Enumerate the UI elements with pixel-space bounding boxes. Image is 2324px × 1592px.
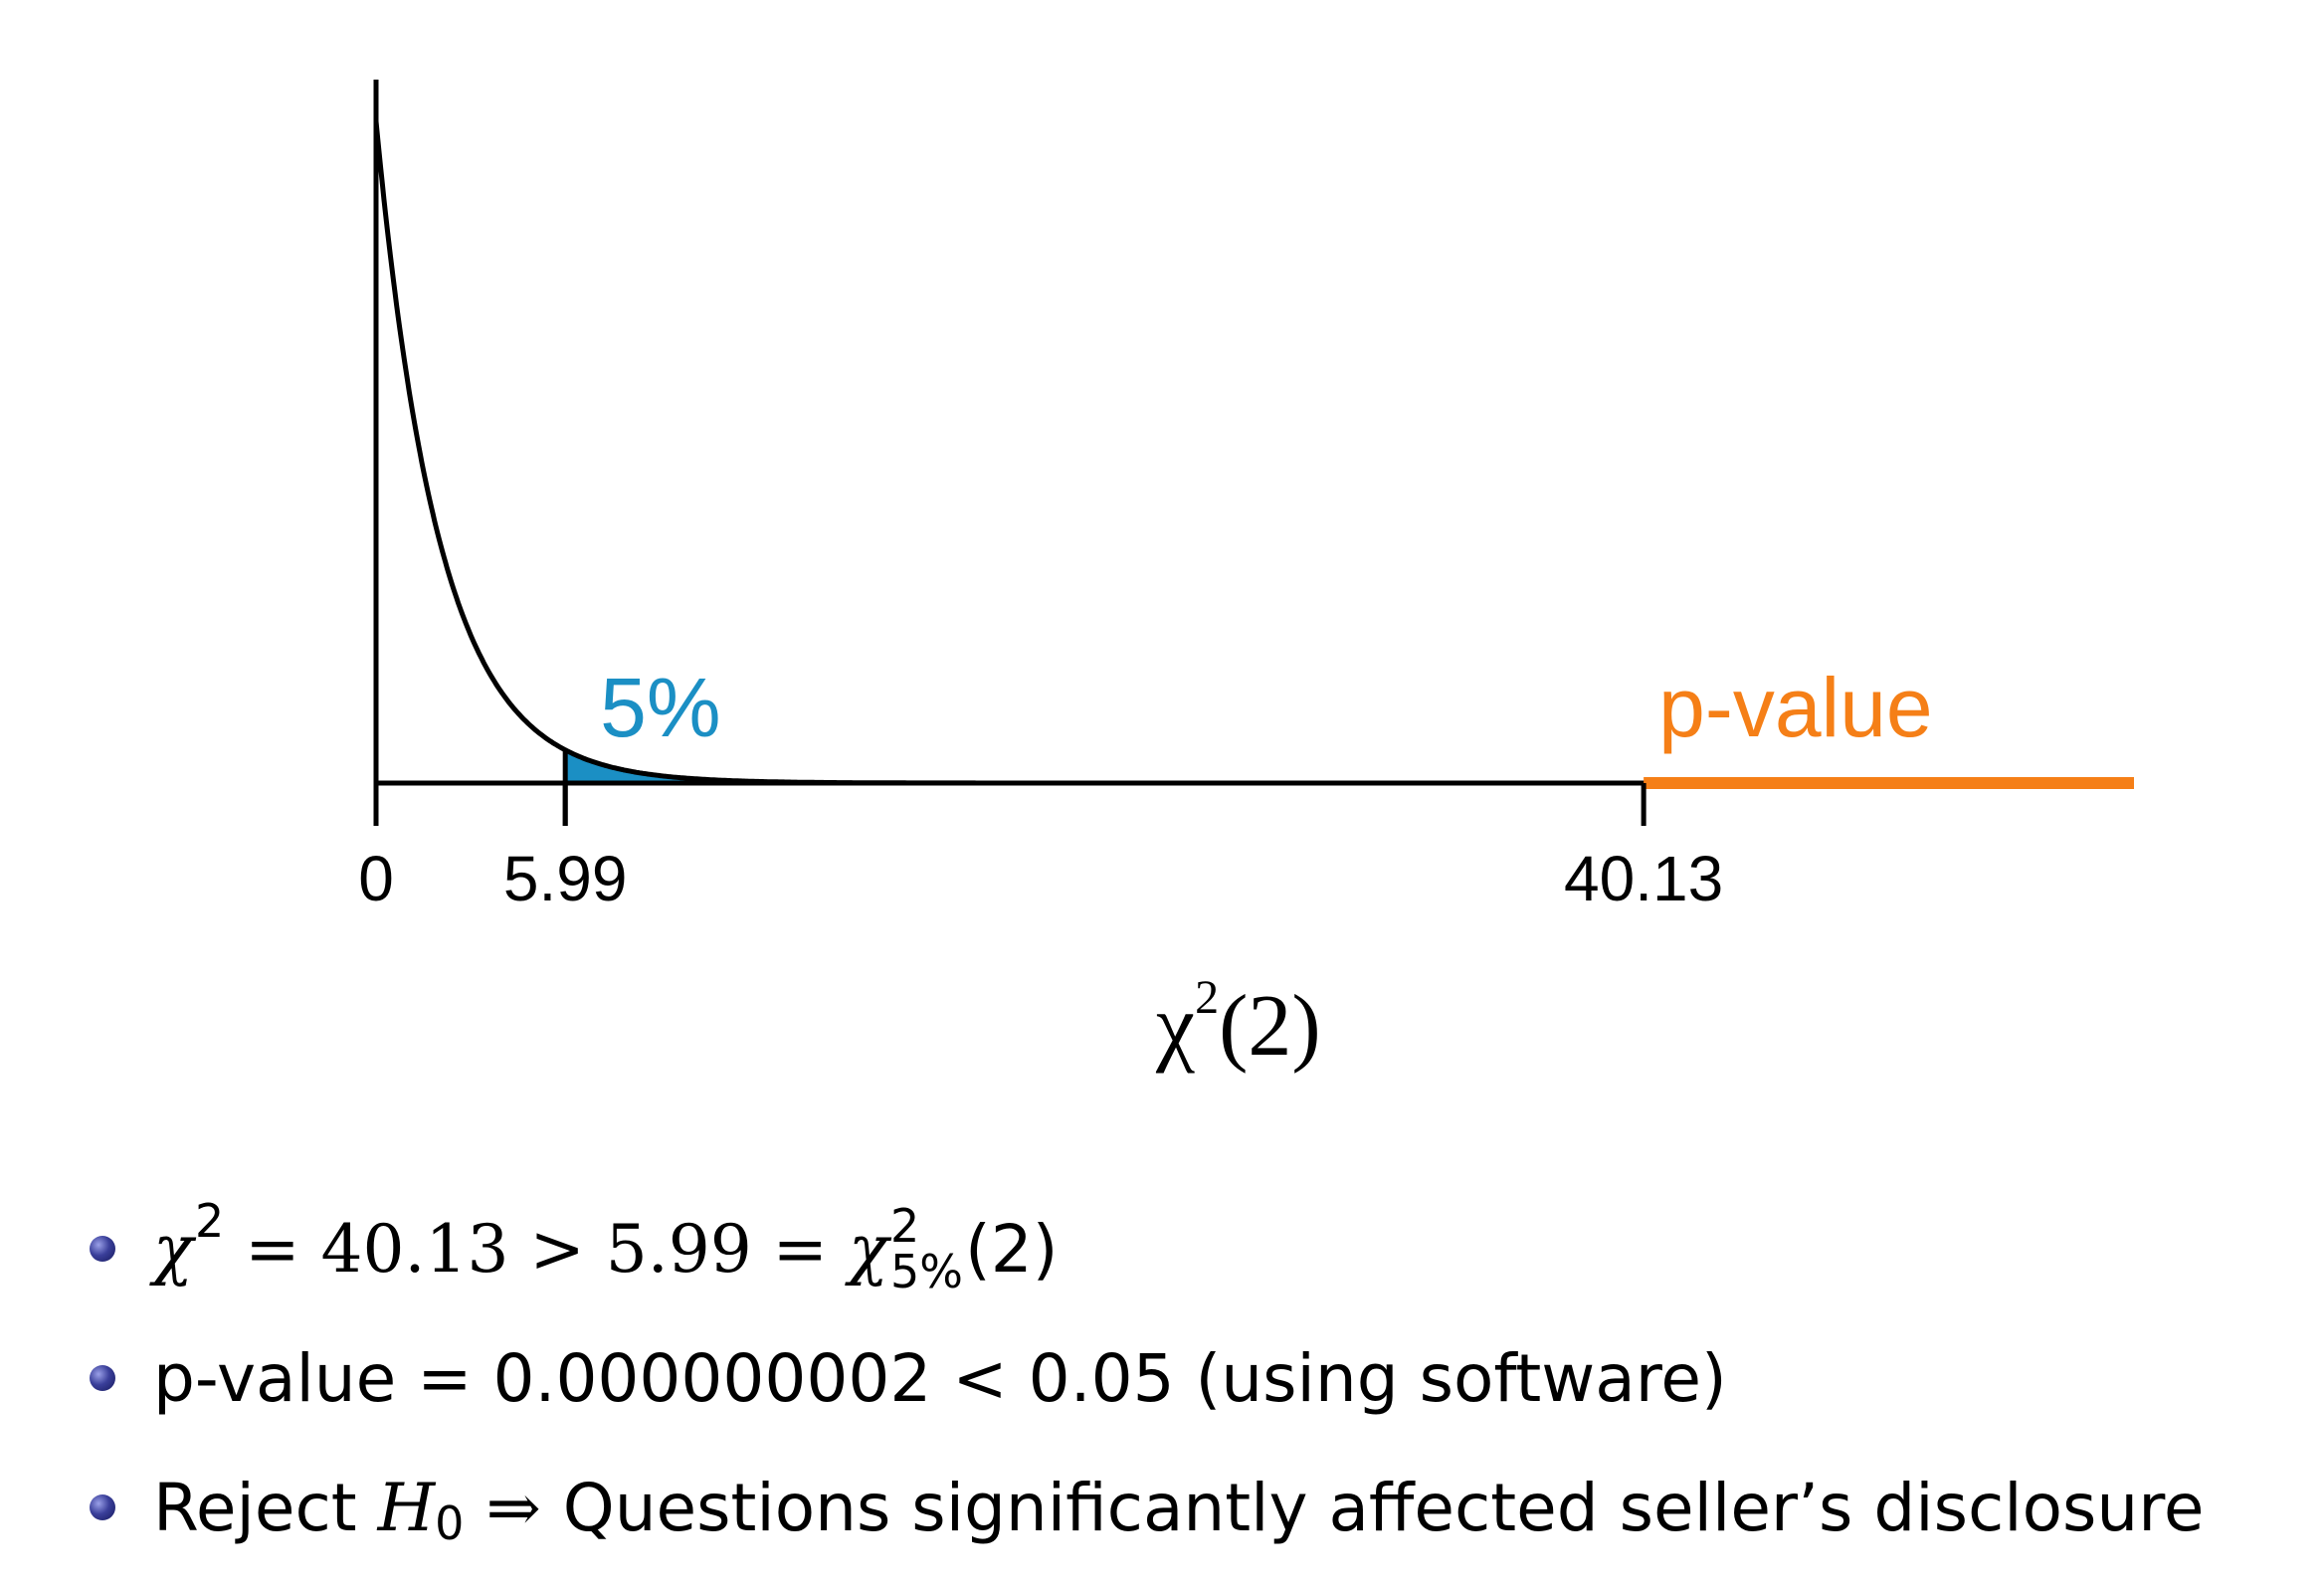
critical-superscript: 2 (889, 1199, 920, 1253)
reject-text: Reject (153, 1469, 378, 1546)
x-tick-label: 5.99 (503, 843, 628, 914)
bullet-p-value: p-value = 0.000000002 < 0.05 (using soft… (90, 1313, 2298, 1443)
bullet-icon (90, 1365, 115, 1391)
bullet-icon (90, 1236, 115, 1262)
conclusion-text: Questions significantly affected seller’… (562, 1469, 2205, 1546)
chi-symbol: χ (153, 1210, 193, 1288)
chi-square-chart: 0 5.99 40.13 5% p-value χ2(2) (358, 80, 2134, 1075)
null-hypothesis: H (377, 1469, 436, 1546)
critical-chi-symbol: χ (848, 1210, 888, 1288)
p-value-statement: p-value = 0.000000002 < 0.05 (using soft… (153, 1339, 1727, 1417)
critical-subsup: 2 5% (890, 1203, 963, 1294)
significance-label: 5% (600, 661, 720, 754)
null-hypothesis-subscript: 0 (435, 1496, 465, 1550)
chi-comparison: = 40.13 > 5.99 = (224, 1210, 849, 1288)
bullet-icon (90, 1494, 115, 1520)
x-axis-label-df: (2) (1219, 978, 1321, 1075)
x-tick-label: 40.13 (1564, 843, 1723, 914)
x-axis-label-chi: χ (1155, 978, 1195, 1075)
implies-arrow: ⇒ (485, 1469, 541, 1546)
critical-df: (2) (964, 1210, 1059, 1288)
chi-superscript: 2 (195, 1194, 225, 1248)
x-tick-label: 0 (358, 843, 394, 914)
p-value-label: p-value (1658, 661, 1933, 754)
x-axis-label-sup: 2 (1195, 971, 1219, 1024)
x-axis-label: χ2(2) (1155, 971, 1321, 1075)
bullet-conclusion: Reject H 0 ⇒ Questions significantly affect… (90, 1443, 2298, 1572)
critical-subscript: 5% (889, 1245, 963, 1298)
x-ticks: 0 5.99 40.13 (358, 783, 1723, 914)
